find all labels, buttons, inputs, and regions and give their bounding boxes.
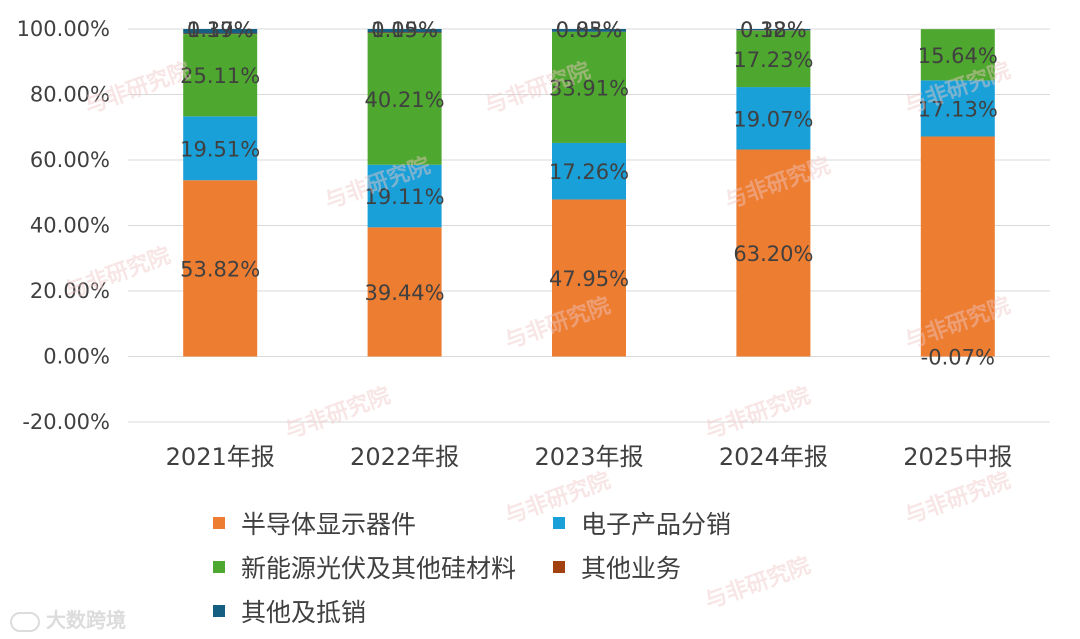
corner-watermark: 大数跨境: [10, 604, 126, 633]
x-tick-label: 2024年报: [719, 443, 828, 471]
y-tick-label: 40.00%: [30, 214, 110, 238]
bar-segment: [183, 180, 258, 357]
data-label: 0.12%: [740, 18, 807, 42]
bar-segment: [552, 199, 626, 357]
data-label: 33.91%: [549, 76, 629, 100]
x-tick-label: 2023年报: [534, 443, 643, 471]
watermark-logo-icon: [10, 611, 40, 632]
y-tick-label: 80.00%: [30, 83, 110, 107]
bar-segment: [183, 33, 258, 35]
brand-watermark: 与非研究院: [701, 382, 813, 444]
y-tick-label: 0.00%: [43, 345, 110, 369]
bar-segment: [183, 29, 258, 34]
data-label: 53.82%: [180, 257, 260, 281]
data-label: 1.05%: [371, 18, 438, 42]
bar-segment: [736, 30, 811, 88]
data-label: 39.44%: [365, 281, 445, 305]
data-label: 0.03%: [556, 18, 623, 42]
bar-segment: [552, 31, 626, 143]
data-label: 0.38%: [740, 18, 807, 42]
data-label: 63.20%: [733, 242, 813, 266]
bar-segment: [367, 32, 442, 34]
x-tick-label: 2022年报: [350, 443, 459, 471]
bar-segment: [920, 136, 995, 357]
y-tick-label: 60.00%: [30, 148, 110, 172]
bar-segment: [736, 29, 811, 31]
brand-watermark: 与非研究院: [501, 467, 613, 529]
bar-segment: [552, 29, 626, 32]
brand-watermark: 与非研究院: [61, 242, 173, 304]
brand-watermark: 与非研究院: [901, 467, 1013, 529]
watermark-text: 大数跨境: [46, 608, 126, 632]
bar-segment: [367, 29, 442, 33]
bar-segment: [183, 116, 258, 181]
data-label: 40.21%: [365, 88, 445, 112]
data-label: 19.51%: [180, 137, 260, 161]
data-label: -0.07%: [921, 346, 995, 370]
bar-segment: [367, 164, 442, 228]
brand-watermark: 与非研究院: [701, 552, 813, 614]
data-label: 25.11%: [180, 64, 260, 88]
bar-segment: [552, 142, 626, 200]
bar-segment: [736, 87, 811, 150]
y-tick-label: 20.00%: [30, 279, 110, 303]
x-tick-label: 2021年报: [166, 443, 275, 471]
data-label: 0.19%: [371, 18, 438, 42]
data-label: 1.39%: [187, 18, 254, 42]
data-label: 0.17%: [187, 18, 254, 42]
bar-segment: [367, 33, 442, 165]
bar-segment: [183, 34, 258, 117]
x-tick-label: 2025中报: [903, 443, 1012, 471]
data-label: 0.85%: [556, 18, 623, 42]
bar-segment: [920, 80, 995, 137]
data-label: 47.95%: [549, 267, 629, 291]
y-tick-label: 100.00%: [17, 17, 110, 41]
bar-segment: [736, 149, 811, 357]
data-label: 19.07%: [733, 107, 813, 131]
data-label: 17.23%: [733, 48, 813, 72]
data-label: 15.64%: [918, 44, 998, 68]
bar-segment: [367, 227, 442, 357]
data-label: 19.11%: [365, 185, 445, 209]
brand-watermark: 与非研究院: [281, 382, 393, 444]
data-label: 17.26%: [549, 160, 629, 184]
bar-segment: [920, 29, 995, 81]
data-label: 17.13%: [918, 97, 998, 121]
y-tick-label: -20.00%: [22, 410, 110, 434]
